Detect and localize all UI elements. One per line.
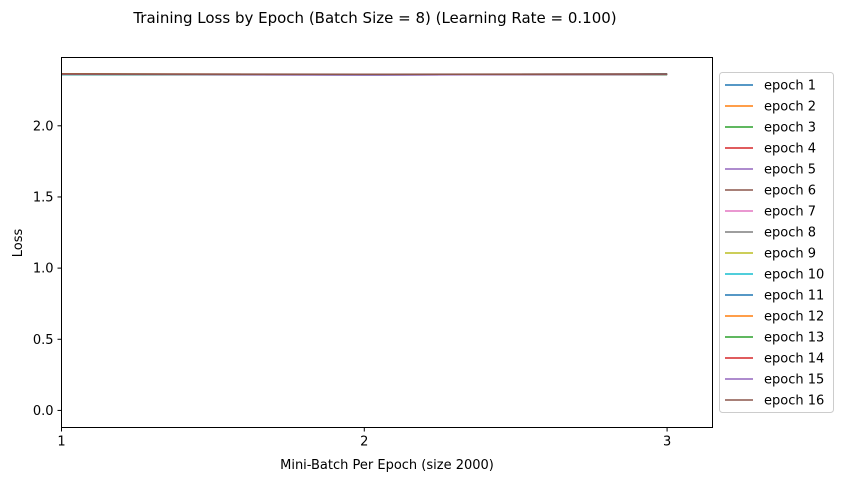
- x-axis-label: Mini-Batch Per Epoch (size 2000): [280, 458, 494, 473]
- legend-item: epoch 13: [725, 331, 824, 346]
- legend-item: epoch 2: [725, 100, 816, 115]
- legend-label: epoch 14: [764, 352, 824, 367]
- y-tick-label: 1.0: [33, 262, 54, 277]
- legend-label: epoch 3: [764, 121, 816, 136]
- legend-item: epoch 11: [725, 289, 824, 304]
- legend-items: epoch 1 epoch 2 epoch 3 epoch 4 epoch 5 epoch…: [725, 79, 824, 409]
- y-tick-label: 2.0: [33, 119, 54, 134]
- legend-label: epoch 10: [764, 268, 824, 283]
- legend-item: epoch 12: [725, 310, 824, 325]
- legend-item: epoch 10: [725, 268, 824, 283]
- legend-item: epoch 3: [725, 121, 816, 136]
- legend-item: epoch 6: [725, 184, 816, 199]
- legend-label: epoch 13: [764, 331, 824, 346]
- x-tick-label: 2: [360, 435, 368, 450]
- plot-lines: [61, 73, 668, 76]
- legend-label: epoch 6: [764, 184, 816, 199]
- x-tick-label: 1: [57, 435, 65, 450]
- legend-label: epoch 11: [764, 289, 824, 304]
- legend-item: epoch 15: [725, 373, 824, 388]
- legend-label: epoch 2: [764, 100, 816, 115]
- legend-label: epoch 5: [764, 163, 816, 178]
- legend-label: epoch 9: [764, 247, 816, 262]
- y-axis: 0.0 0.5 1.0 1.5 2.0: [33, 119, 62, 419]
- legend-label: epoch 12: [764, 310, 824, 325]
- legend-item: epoch 5: [725, 163, 816, 178]
- legend: epoch 1 epoch 2 epoch 3 epoch 4 epoch 5 epoch…: [719, 72, 834, 413]
- legend-label: epoch 16: [764, 394, 824, 409]
- legend-item: epoch 8: [725, 226, 816, 241]
- legend-label: epoch 8: [764, 226, 816, 241]
- legend-item: epoch 16: [725, 394, 824, 409]
- legend-label: epoch 1: [764, 79, 816, 94]
- legend-item: epoch 14: [725, 352, 824, 367]
- legend-item: epoch 1: [725, 79, 816, 94]
- legend-box: [719, 72, 834, 413]
- plot-frame: [61, 57, 713, 428]
- legend-label: epoch 7: [764, 205, 816, 220]
- y-tick-label: 1.5: [33, 190, 54, 205]
- legend-label: epoch 15: [764, 373, 824, 388]
- x-axis: 1 2 3: [57, 427, 671, 450]
- legend-item: epoch 9: [725, 247, 816, 262]
- y-tick-label: 0.0: [33, 404, 54, 419]
- legend-label: epoch 4: [764, 142, 816, 157]
- x-tick-label: 3: [663, 435, 671, 450]
- y-tick-label: 0.5: [33, 333, 54, 348]
- chart-title: Training Loss by Epoch (Batch Size = 8) …: [132, 9, 616, 27]
- y-axis-label: Loss: [11, 229, 26, 258]
- legend-item: epoch 4: [725, 142, 816, 157]
- legend-item: epoch 7: [725, 205, 816, 220]
